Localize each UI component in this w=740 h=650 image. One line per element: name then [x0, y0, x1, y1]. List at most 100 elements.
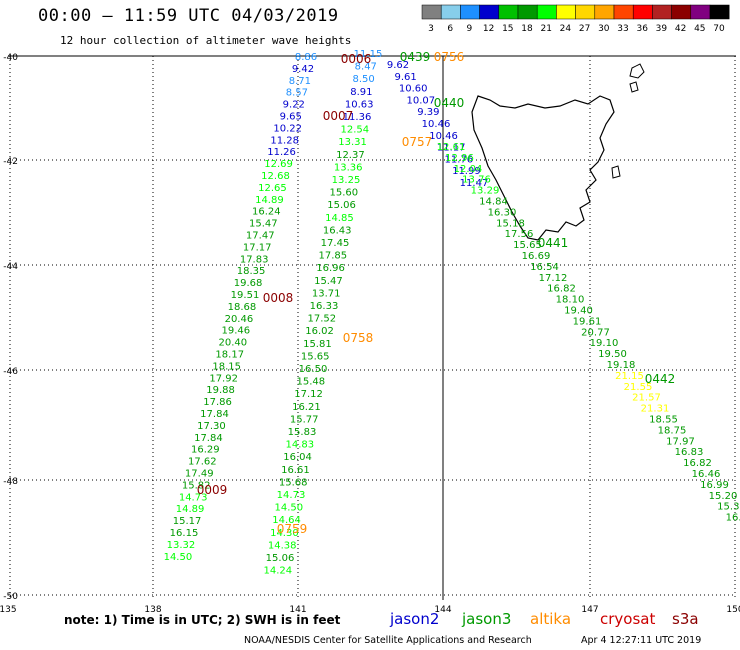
- color-scale-label: 36: [636, 24, 648, 34]
- swh-value-label: 15.47: [249, 219, 278, 230]
- swh-value-label: 16.46: [692, 469, 721, 480]
- color-scale-swatch: [536, 4, 557, 20]
- swh-value-label: 16.99: [700, 480, 729, 491]
- color-scale-swatch: [517, 4, 538, 20]
- swh-value-label: 16.15: [170, 528, 199, 539]
- swh-value-label: 18.35: [237, 266, 266, 277]
- color-scale-label: 30: [598, 24, 610, 34]
- swh-value-label: 12.65: [258, 183, 287, 194]
- swh-value-label: 15.65: [513, 240, 542, 251]
- swh-value-label: 16.33: [310, 301, 339, 312]
- color-scale-label: 21: [540, 24, 551, 34]
- island-outline: [629, 63, 645, 79]
- swh-value-label: 12.37: [336, 150, 365, 161]
- swh-value-label: 16.24: [252, 207, 281, 218]
- swh-value-label: 9.62: [387, 60, 409, 71]
- lon-label: 144: [434, 605, 451, 615]
- footer-note: note: 1) Time is in UTC; 2) SWH is in fe…: [64, 613, 341, 627]
- swh-value-label: 12.69: [264, 159, 293, 170]
- swh-value-label: 11.99: [452, 166, 481, 177]
- swh-value-label: 10.22: [273, 123, 302, 134]
- swh-value-label: 9.39: [417, 107, 439, 118]
- swh-value-label: 16.43: [323, 225, 352, 236]
- swh-value-label: 12.04: [454, 164, 483, 175]
- swh-value-label: 9.65: [280, 112, 302, 123]
- swh-value-label: 14.89: [255, 195, 284, 206]
- swh-value-label: 8.47: [355, 62, 377, 73]
- color-scale-label: 42: [675, 24, 686, 34]
- swh-value-label: 9.22: [283, 100, 305, 111]
- color-scale-label: 39: [656, 24, 668, 34]
- color-scale-swatch: [479, 4, 500, 20]
- island-outline: [611, 165, 621, 179]
- swh-value-label: 19.50: [598, 349, 627, 360]
- swh-value-label: 15.17: [173, 516, 202, 527]
- color-scale-label: 18: [521, 24, 533, 34]
- swh-value-label: 19.88: [206, 385, 235, 396]
- swh-value-label: 15.34: [717, 502, 740, 513]
- pass-id-label: 0757: [402, 135, 433, 149]
- color-scale-swatch: [556, 4, 576, 20]
- swh-value-label: 17.97: [666, 436, 695, 447]
- swh-value-label: 17.12: [294, 389, 323, 400]
- swh-value-label: 15.06: [266, 553, 295, 564]
- pass-id-label: 0007: [323, 109, 354, 123]
- color-scale-label: (ft): [731, 24, 732, 34]
- lat-label: -40: [3, 53, 18, 63]
- pass-id-label: 0442: [645, 372, 676, 386]
- swh-value-label: 8.71: [289, 76, 311, 87]
- swh-value-label: 11.15: [354, 49, 383, 60]
- swh-value-label: 19.10: [590, 338, 619, 349]
- color-scale-swatch: [613, 4, 634, 20]
- lat-label: -44: [3, 262, 18, 272]
- color-scale-label: 12: [483, 24, 494, 34]
- swh-value-label: 11.47: [460, 178, 489, 189]
- swh-value-label: 11.36: [343, 112, 372, 123]
- pass-id-label: 0009: [197, 483, 228, 497]
- swh-value-label: 13.36: [334, 162, 363, 173]
- lon-label: 150: [726, 605, 740, 615]
- island-outline: [629, 81, 639, 93]
- swh-value-label: 17.49: [185, 469, 214, 480]
- lat-label: -42: [3, 157, 18, 167]
- swh-value-label: 10.07: [406, 95, 435, 106]
- pass-id-label: 0441: [538, 236, 569, 250]
- swh-value-label: 11.76: [444, 154, 473, 165]
- swh-value-label: 13.31: [338, 137, 367, 148]
- axis-labels: -40 -42 -44 -46 -48 -50 135 138 141 144 147 150: [0, 53, 740, 615]
- color-scale-label: 24: [560, 24, 572, 34]
- swh-value-label: 14.73: [179, 492, 208, 503]
- color-scale-label: 6: [447, 24, 453, 34]
- color-scale-swatch: [652, 4, 672, 20]
- swh-value-label: 17.86: [203, 397, 232, 408]
- color-scale-swatch: [421, 4, 442, 20]
- swh-value-label: 16.29: [191, 445, 220, 456]
- swh-value-label: 10.60: [399, 84, 428, 95]
- swh-value-label: 17.85: [318, 251, 347, 262]
- swh-value-label: 10.63: [345, 99, 374, 110]
- swh-value-label: 14.50: [164, 552, 193, 563]
- swh-value-label: 19.61: [573, 316, 602, 327]
- swh-value-label: 8.91: [350, 87, 372, 98]
- swh-value-label: 17.92: [209, 373, 238, 384]
- pass-id-label: 0008: [263, 291, 294, 305]
- satellite-legend-jason3: jason3: [462, 610, 512, 628]
- page-title: 00:00 – 11:59 UTC 04/03/2019: [38, 6, 339, 26]
- color-scale-swatch: [709, 4, 730, 20]
- swh-value-label: 17.83: [240, 254, 269, 265]
- swh-value-label: 14.73: [277, 490, 306, 501]
- swh-value-label: 16.56: [726, 513, 740, 524]
- swh-value-label: 17.84: [194, 433, 223, 444]
- tasmania-coastline: [471, 63, 645, 241]
- swh-value-label: 17.56: [505, 229, 534, 240]
- swh-value-label: 17.62: [188, 457, 217, 468]
- lat-label: -48: [3, 477, 18, 487]
- lon-label: 147: [581, 605, 598, 615]
- swh-value-label: 16.82: [547, 284, 576, 295]
- swh-value-label: 15.20: [709, 491, 738, 502]
- swh-value-label: 17.45: [321, 238, 350, 249]
- swh-value-label: 19.68: [234, 278, 263, 289]
- swh-value-label: 16.96: [316, 263, 345, 274]
- color-scale-label: 3: [428, 24, 434, 34]
